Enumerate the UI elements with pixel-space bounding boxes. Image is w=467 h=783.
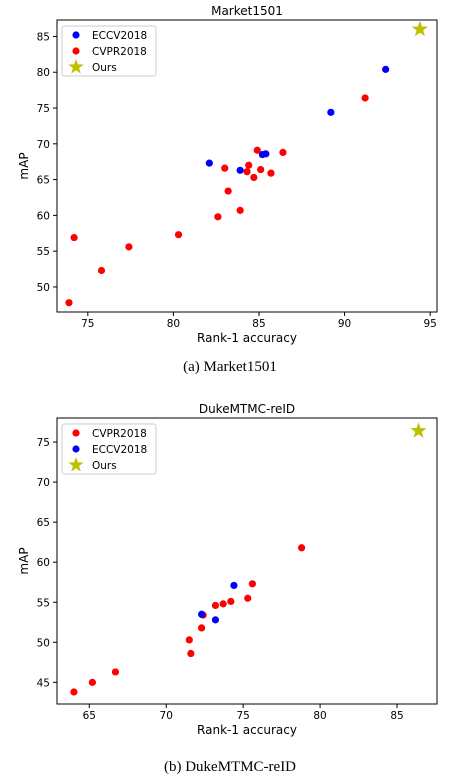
data-point	[88, 678, 96, 686]
data-point	[243, 168, 251, 176]
y-tick-label: 70	[37, 477, 50, 489]
data-point	[125, 243, 133, 251]
y-tick-label: 55	[37, 597, 50, 609]
data-point	[211, 616, 220, 624]
x-tick-label: 95	[423, 318, 436, 330]
x-tick-label: 65	[83, 710, 96, 722]
plot-frame	[56, 19, 438, 313]
data-point	[174, 231, 183, 239]
data-point	[211, 601, 220, 610]
data-point	[187, 649, 195, 658]
legend-marker	[72, 445, 80, 453]
data-point	[245, 161, 253, 169]
data-point	[214, 213, 222, 221]
x-tick-label: 70	[160, 710, 173, 722]
data-point	[219, 600, 227, 608]
data-point	[198, 624, 206, 632]
data-point	[248, 580, 256, 588]
legend: CVPR2018 ECCV2018 Ours	[61, 423, 157, 475]
y-axis-label: mAP	[17, 152, 31, 179]
data-point	[227, 597, 235, 606]
legend-label: Ours	[92, 460, 117, 472]
legend-label: CVPR2018	[92, 46, 147, 58]
data-point	[65, 299, 73, 307]
x-tick-label: 85	[390, 710, 403, 722]
x-tick-label: 85	[252, 318, 265, 330]
data-point	[298, 544, 306, 552]
data-point	[224, 187, 232, 195]
y-axis-label: mAP	[17, 547, 31, 574]
caption-b: (b) DukeMTMC-reID	[164, 759, 296, 775]
legend-box	[61, 25, 157, 77]
legend-marker	[72, 31, 80, 39]
chart-title: Market1501	[211, 4, 283, 18]
data-point	[257, 165, 265, 174]
y-tick-label: 55	[37, 246, 50, 258]
x-tick-label: 75	[81, 318, 94, 330]
caption-a: (a) Market1501	[183, 359, 277, 375]
x-tick-label: 80	[313, 710, 326, 722]
legend-marker	[72, 429, 80, 437]
legend-marker	[68, 457, 84, 472]
legend-marker	[68, 59, 84, 74]
data-point	[411, 20, 428, 37]
data-point	[111, 668, 120, 676]
data-point	[198, 610, 206, 618]
y-tick-label: 60	[37, 210, 50, 222]
y-tick-label: 75	[37, 103, 50, 115]
data-point	[236, 166, 244, 174]
legend-label: CVPR2018	[92, 428, 147, 440]
legend: ECCV2018 CVPR2018 Ours	[61, 25, 157, 77]
y-tick-label: 65	[37, 517, 50, 529]
x-axis-label: Rank-1 accuracy	[197, 723, 297, 737]
data-point	[236, 206, 244, 214]
data-point	[262, 150, 270, 158]
chart-title: DukeMTMC-reID	[199, 402, 295, 416]
y-tick-label: 70	[37, 139, 50, 151]
y-tick-label: 75	[37, 437, 50, 449]
y-tick-label: 45	[37, 677, 50, 689]
data-point	[230, 581, 238, 590]
data-point	[253, 146, 261, 154]
data-point	[327, 108, 335, 116]
x-tick-label: 75	[236, 710, 249, 722]
data-point	[221, 164, 229, 172]
x-axis-label: Rank-1 accuracy	[197, 331, 297, 345]
legend-label: ECCV2018	[92, 444, 147, 456]
data-point	[382, 65, 390, 73]
data-point	[244, 594, 252, 602]
y-tick-label: 85	[37, 31, 50, 43]
legend-label: ECCV2018	[92, 30, 147, 42]
y-tick-label: 80	[37, 67, 50, 79]
data-point	[267, 169, 275, 177]
data-point	[205, 159, 213, 167]
x-tick-label: 80	[167, 318, 180, 330]
data-point	[410, 422, 427, 438]
x-tick-label: 90	[338, 318, 351, 330]
legend-marker	[72, 47, 80, 55]
data-point	[279, 148, 287, 157]
legend-box	[61, 423, 157, 475]
plot-frame	[56, 417, 438, 705]
data-point	[361, 94, 369, 102]
y-tick-label: 50	[37, 637, 50, 649]
data-point	[250, 173, 258, 182]
y-tick-label: 60	[37, 557, 50, 569]
data-point	[97, 266, 106, 275]
y-tick-label: 50	[37, 282, 50, 294]
data-point	[70, 688, 78, 696]
data-point	[70, 233, 78, 242]
data-point	[185, 636, 193, 644]
legend-label: Ours	[92, 62, 117, 74]
y-tick-label: 65	[37, 175, 50, 187]
